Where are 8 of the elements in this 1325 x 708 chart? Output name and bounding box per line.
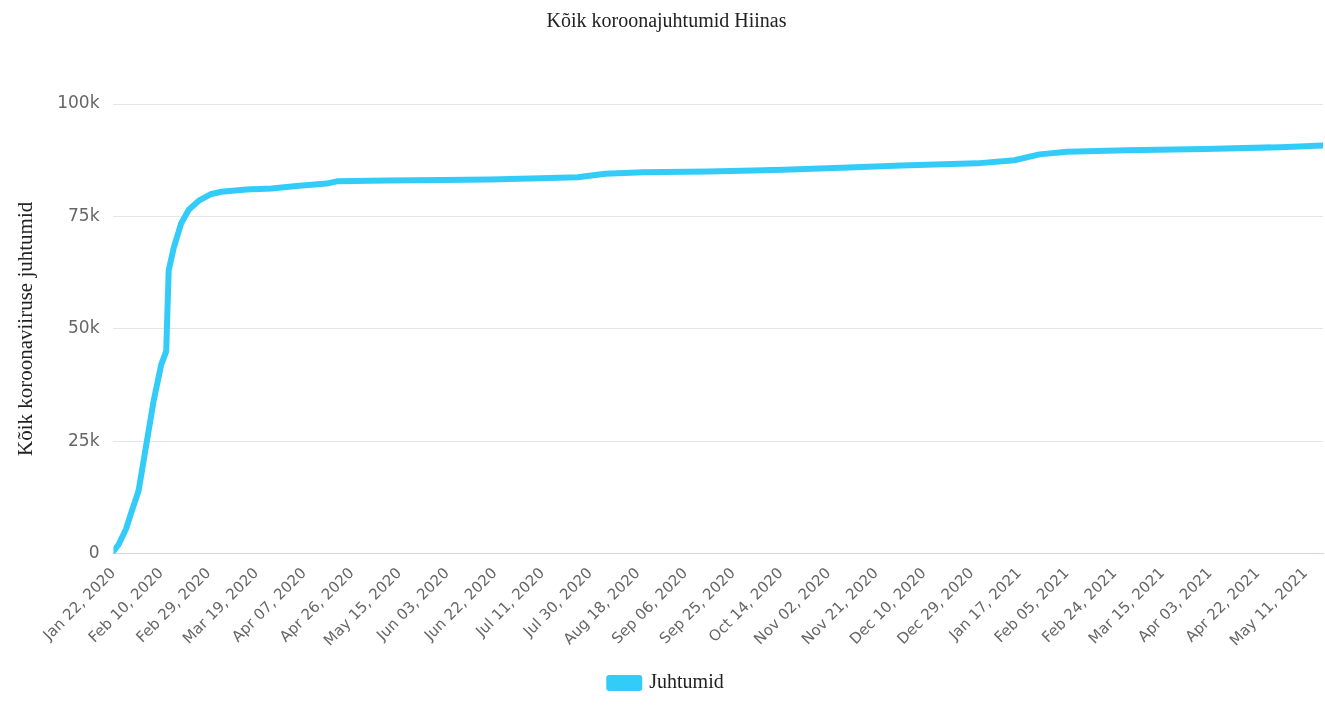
y-tick-label: 25k [68,429,100,450]
legend-label: Juhtumid [649,670,724,693]
y-tick-label: 75k [68,204,100,225]
y-tick-label: 50k [68,317,100,338]
chart-title: Kõik koroonajuhtumid Hiinas [546,9,787,33]
y-tick-label: 100k [57,92,100,113]
y-tick-label: 0 [88,542,100,563]
y-axis-title: Kõik koroonaviiruse juhtumid [13,201,38,457]
